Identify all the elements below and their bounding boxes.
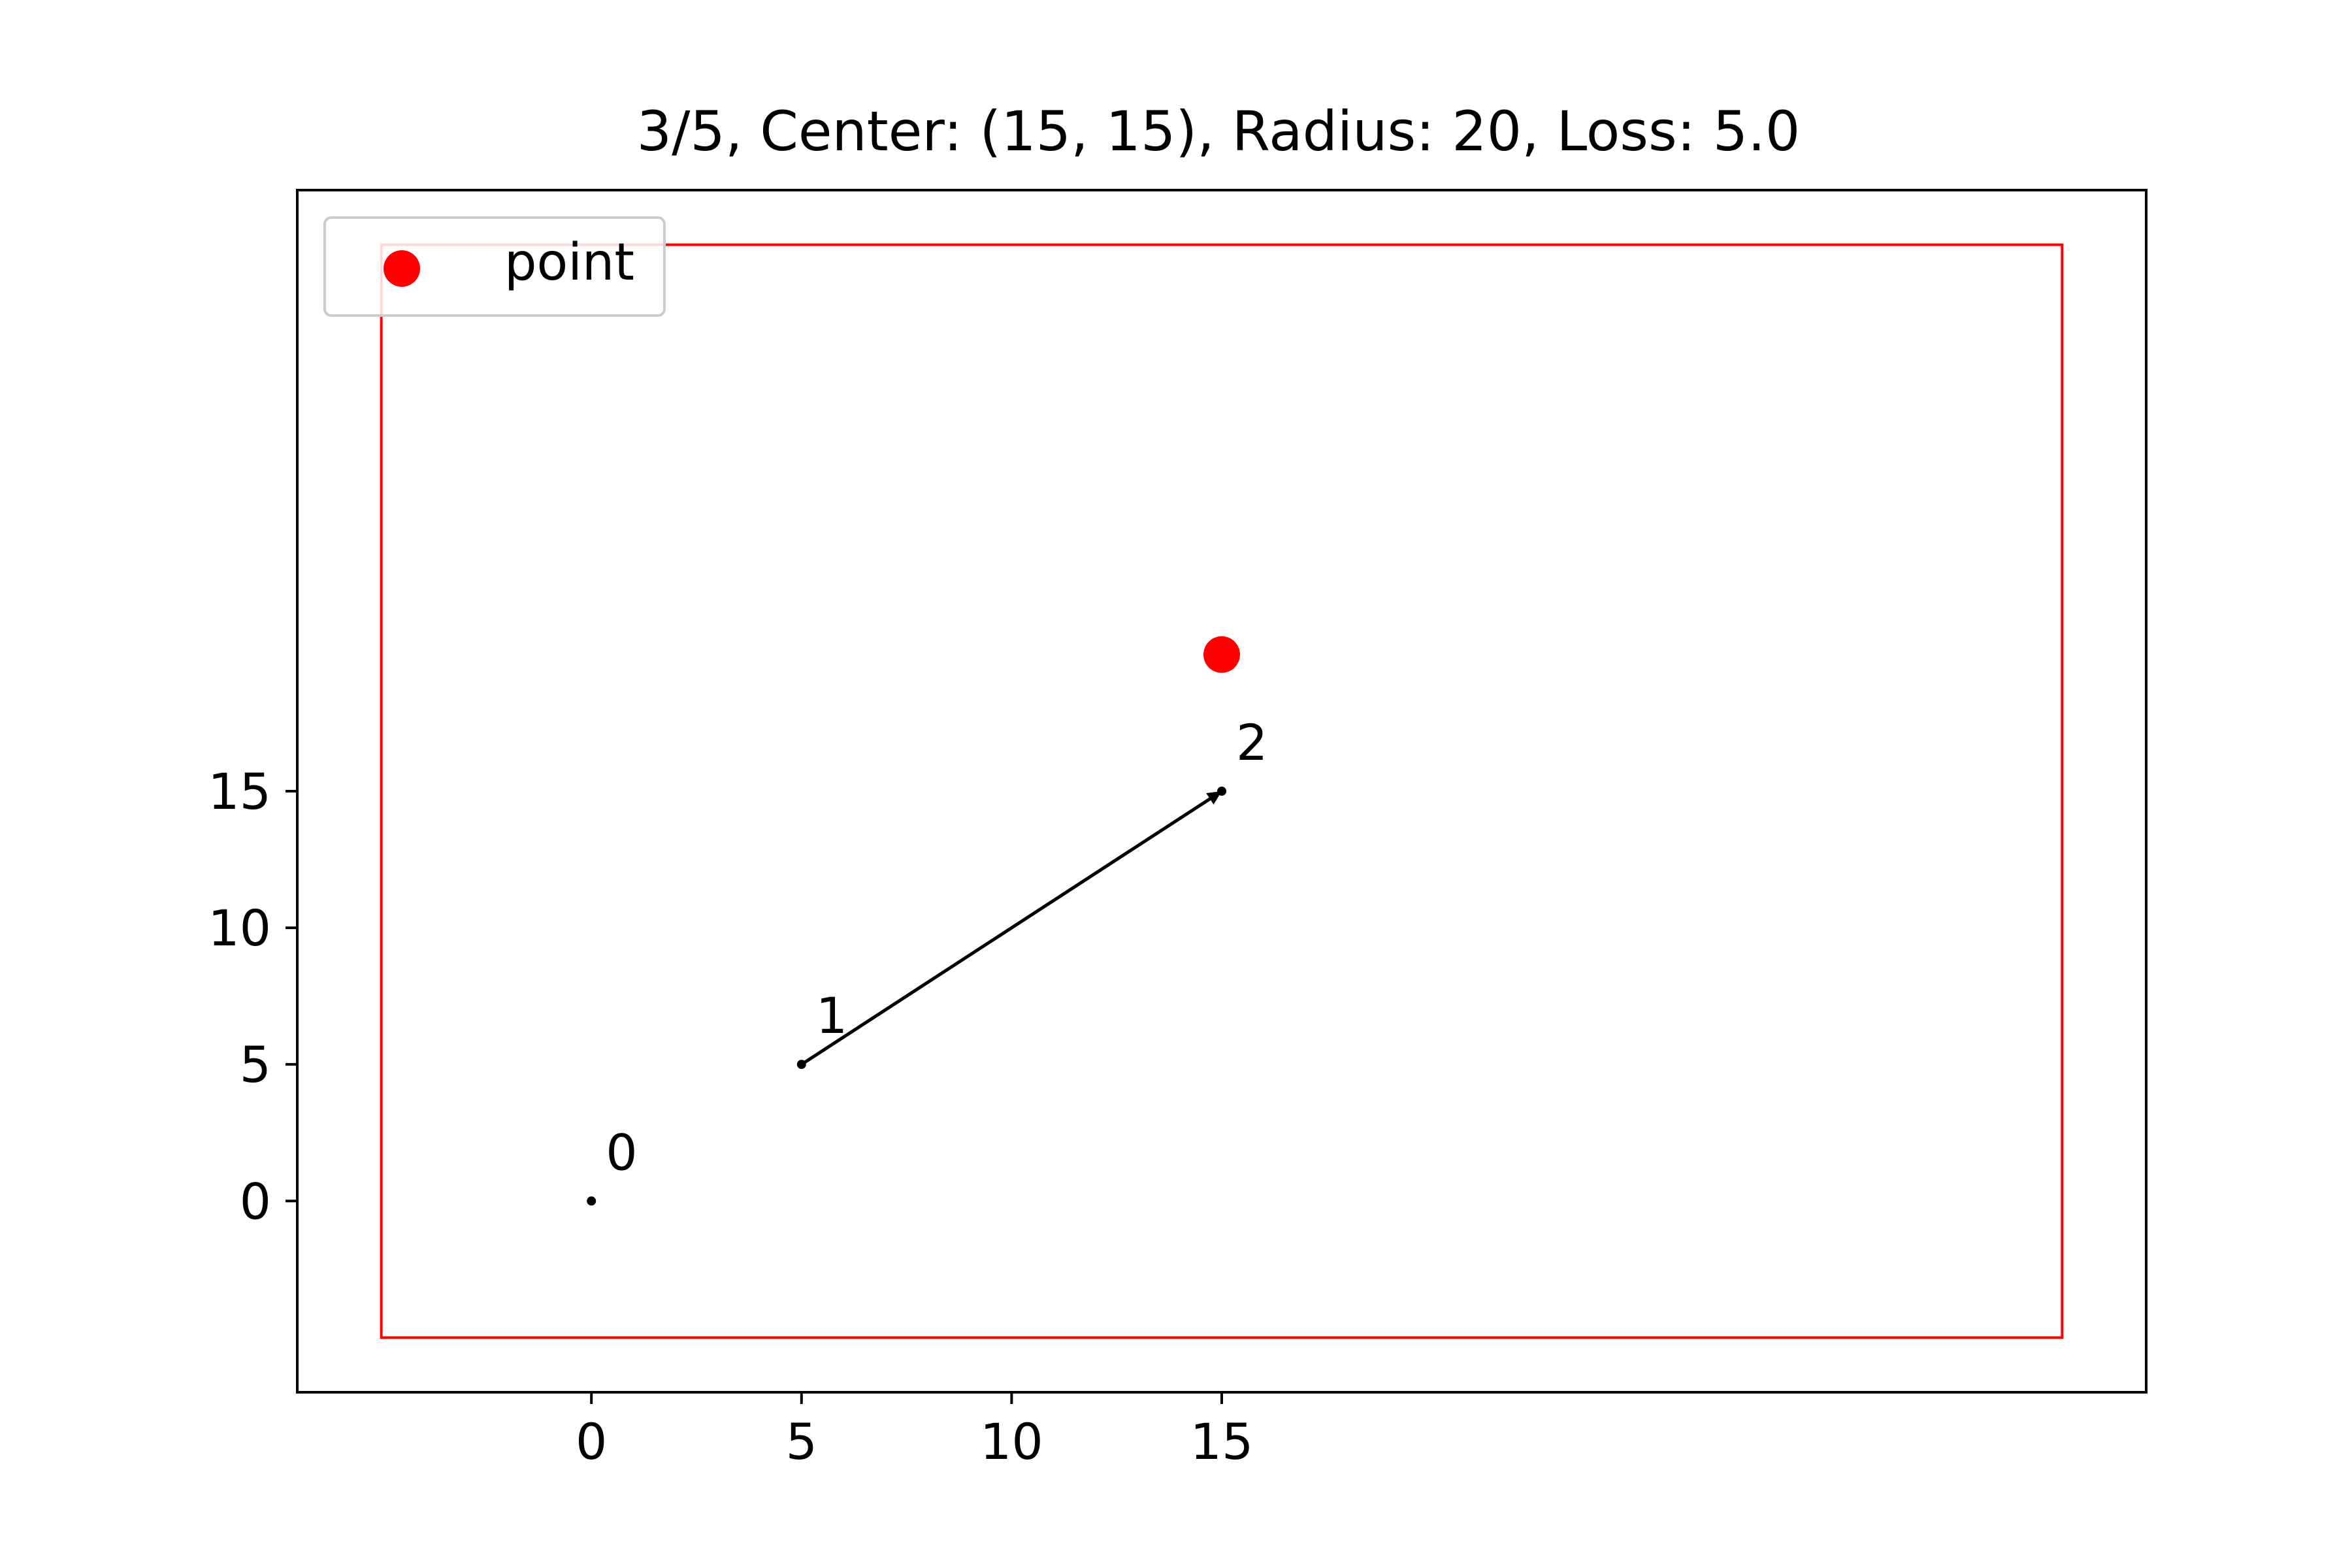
boundary-rect [380, 243, 2064, 1339]
legend: point [323, 216, 666, 317]
legend-marker [384, 250, 420, 287]
x-tick-label-15: 15 [1190, 1413, 1254, 1471]
y-tick-label-0: 0 [240, 1172, 271, 1230]
x-tick-label-5: 5 [786, 1413, 817, 1471]
arrow-line-0 [800, 789, 1223, 1066]
x-tick-label-0: 0 [576, 1413, 607, 1471]
y-tick-label-10: 10 [208, 899, 271, 957]
path-point-0 [587, 1196, 596, 1206]
path-point-2 [1217, 787, 1226, 796]
arrow-head-0 [1206, 791, 1222, 805]
plot-area: 0 1 2 [380, 243, 2064, 1339]
chart-title: 3/5, Center: (15, 15), Radius: 20, Loss:… [637, 99, 1801, 163]
legend-box [323, 216, 666, 317]
path-point-label-0: 0 [606, 1123, 637, 1181]
legend-label: point [504, 233, 634, 292]
y-tick-label-15: 15 [208, 762, 271, 821]
x-tick-label-10: 10 [980, 1413, 1043, 1471]
path-point-label-1: 1 [816, 987, 847, 1045]
y-tick-label-5: 5 [240, 1036, 271, 1094]
path-point-1 [796, 1060, 806, 1070]
red-point [1203, 636, 1240, 673]
path-point-label-2: 2 [1236, 713, 1267, 772]
